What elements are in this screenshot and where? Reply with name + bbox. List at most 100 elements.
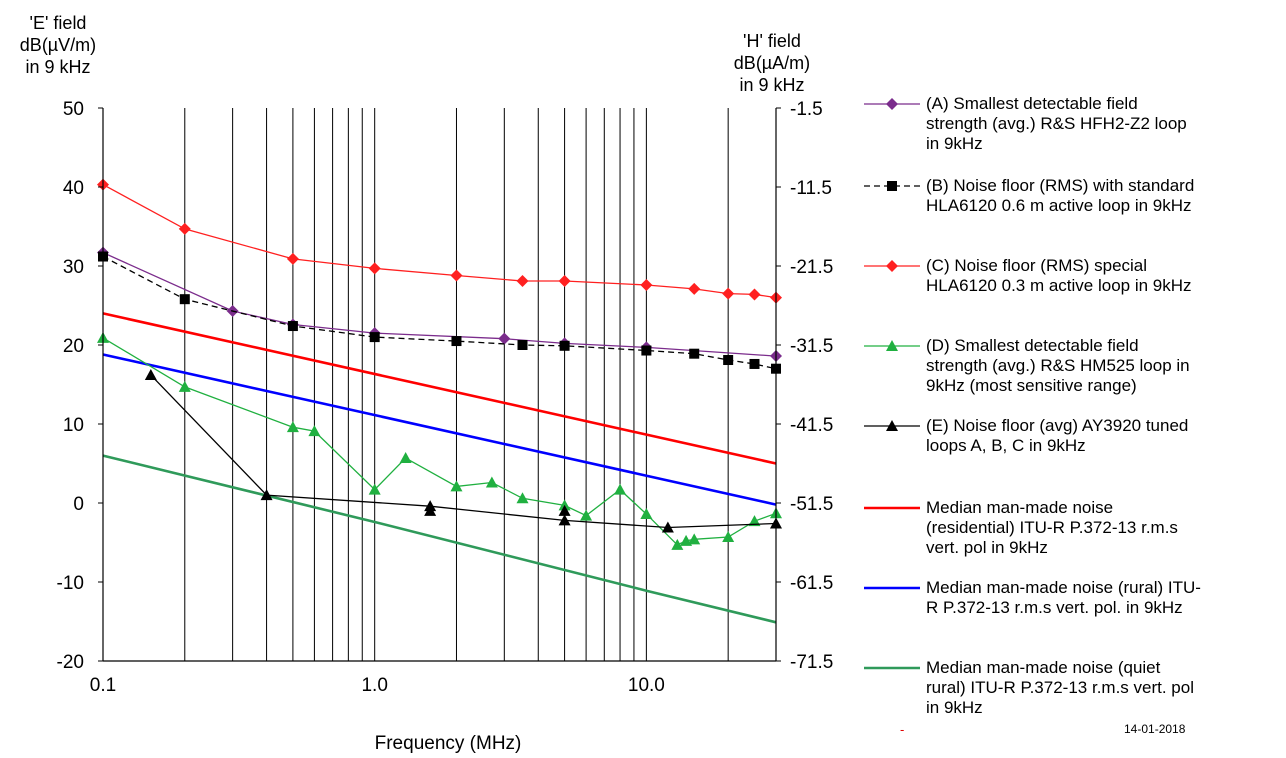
legend-label-line: strength (avg.) R&S HM525 loop in bbox=[926, 356, 1190, 375]
series-5 bbox=[102, 312, 777, 465]
legend-label-line: (E) Noise floor (avg) AY3920 tuned bbox=[926, 416, 1189, 435]
x-tick-label: 1.0 bbox=[361, 675, 387, 696]
legend-label: Median man-made noise (residential) ITU-R… bbox=[926, 498, 1280, 558]
series-line bbox=[150, 374, 777, 529]
data-point bbox=[886, 260, 898, 272]
data-point bbox=[748, 515, 761, 527]
legend-label-line: Median man-made noise (rural) ITU- bbox=[926, 578, 1201, 597]
legend-label-line: loops A, B, C in 9kHz bbox=[926, 436, 1086, 455]
data-point bbox=[179, 294, 190, 305]
legend-label-line: (C) Noise floor (RMS) special bbox=[926, 256, 1148, 275]
y-tick-label-left: 20 bbox=[63, 336, 84, 357]
x-tick-label: 10.0 bbox=[628, 675, 665, 696]
y-axis-left-label-line: dB(µV/m) bbox=[19, 35, 97, 55]
data-point bbox=[178, 222, 191, 235]
y-tick-label-left: 30 bbox=[63, 257, 84, 278]
y-tick-label-right: -1.5 bbox=[790, 99, 823, 120]
data-point bbox=[286, 421, 299, 433]
legend-label-line: vert. pol in 9kHz bbox=[926, 538, 1048, 557]
legend-label-line: in 9kHz bbox=[926, 134, 983, 153]
data-point bbox=[369, 332, 380, 343]
legend: (A) Smallest detectable field strength (a… bbox=[862, 0, 1282, 758]
data-point bbox=[558, 499, 571, 511]
date-stamp: 14-01-2018 bbox=[1124, 722, 1186, 736]
data-point bbox=[722, 530, 735, 542]
legend-label: (C) Noise floor (RMS) special HLA6120 0.3… bbox=[926, 256, 1280, 296]
y-tick-label-right: -51.5 bbox=[790, 494, 833, 515]
data-point bbox=[886, 340, 898, 351]
series-line bbox=[102, 184, 777, 299]
data-point bbox=[368, 483, 381, 495]
data-point bbox=[485, 476, 498, 488]
data-point bbox=[260, 489, 273, 501]
y-tick-label-left: 0 bbox=[73, 494, 84, 515]
data-point bbox=[517, 340, 528, 350]
legend-symbol bbox=[864, 340, 920, 351]
axes: 50 -1.5 40 -11.5 30 -21.5 20 -31.5 10 -41.5 0 -51.5… bbox=[57, 99, 834, 754]
data-point bbox=[399, 451, 412, 463]
data-point bbox=[308, 425, 321, 437]
red-dash-mark: - bbox=[900, 722, 905, 737]
y-tick-label-left: -20 bbox=[57, 652, 84, 673]
legend-label: (A) Smallest detectable field strength (a… bbox=[926, 94, 1280, 154]
series-line bbox=[102, 454, 777, 624]
legend-symbol bbox=[864, 260, 920, 272]
legend-symbol bbox=[864, 420, 920, 431]
data-point bbox=[671, 538, 684, 550]
data-point bbox=[749, 358, 760, 369]
y-axis-right-label-line: in 9 kHz bbox=[739, 75, 805, 95]
legend-label-line: HLA6120 0.3 m active loop in 9kHz bbox=[926, 276, 1192, 295]
y-tick-label-right: -61.5 bbox=[790, 573, 833, 594]
legend-label-line: 9kHz (most sensitive range) bbox=[926, 376, 1137, 395]
y-axis-right-label-line: 'H' field bbox=[743, 31, 801, 51]
data-point bbox=[640, 278, 653, 291]
data-point bbox=[144, 369, 157, 381]
series-7 bbox=[102, 454, 777, 624]
y-tick-label-left: -10 bbox=[57, 573, 84, 594]
data-point bbox=[559, 340, 570, 351]
legend-symbol bbox=[864, 586, 920, 590]
data-point bbox=[887, 181, 897, 191]
data-point bbox=[558, 275, 571, 288]
y-axis-right-label-line: dB(µA/m) bbox=[733, 53, 811, 73]
legend-label-line: (residential) ITU-R P.372-13 r.m.s bbox=[926, 518, 1178, 537]
data-point bbox=[688, 282, 701, 295]
data-point bbox=[451, 336, 462, 347]
data-point bbox=[641, 345, 652, 356]
chart: 50 -1.5 40 -11.5 30 -21.5 20 -31.5 10 -41.5 0 -51.5… bbox=[57, 99, 834, 754]
legend-symbol bbox=[864, 98, 920, 110]
data-point bbox=[286, 252, 299, 265]
x-axis-label: Frequency (MHz) bbox=[375, 733, 522, 754]
data-point bbox=[178, 380, 191, 392]
y-axis-left-label-line: in 9 kHz bbox=[25, 57, 91, 77]
legend-label: (B) Noise floor (RMS) with standard HLA61… bbox=[926, 176, 1280, 216]
legend-label-line: strength (avg.) R&S HFH2-Z2 loop bbox=[926, 114, 1187, 133]
legend-label-line: Median man-made noise bbox=[926, 498, 1114, 517]
legend-label-line: R P.372-13 r.m.s vert. pol. in 9kHz bbox=[926, 598, 1183, 617]
y-axis-right-label: 'H' field dB(µA/m) in 9 kHz bbox=[714, 30, 830, 96]
y-axis-left-label-line: 'E' field bbox=[29, 13, 87, 33]
series-2 bbox=[97, 178, 782, 304]
data-point bbox=[580, 509, 593, 521]
legend-symbol bbox=[864, 666, 920, 670]
legend-label-line: (D) Smallest detectable field bbox=[926, 336, 1139, 355]
series-line bbox=[102, 353, 777, 506]
legend-label-line: HLA6120 0.6 m active loop in 9kHz bbox=[926, 196, 1192, 215]
data-point bbox=[498, 332, 511, 345]
data-point bbox=[287, 321, 298, 332]
data-point bbox=[661, 521, 674, 533]
series-layer bbox=[97, 178, 782, 624]
data-point bbox=[886, 420, 898, 431]
legend-label-line: Median man-made noise (quiet bbox=[926, 658, 1161, 677]
data-point bbox=[722, 287, 735, 300]
series-6 bbox=[102, 353, 777, 506]
data-point bbox=[640, 508, 653, 520]
legend-label-line: in 9kHz bbox=[926, 698, 983, 717]
legend-label-line: (B) Noise floor (RMS) with standard bbox=[926, 176, 1195, 195]
legend-symbol bbox=[864, 506, 920, 510]
legend-label: (D) Smallest detectable field strength (a… bbox=[926, 336, 1280, 396]
data-point bbox=[558, 504, 571, 516]
data-point bbox=[723, 355, 734, 366]
data-point bbox=[368, 262, 381, 275]
legend-label-line: rural) ITU-R P.372-13 r.m.s vert. pol bbox=[926, 678, 1194, 697]
